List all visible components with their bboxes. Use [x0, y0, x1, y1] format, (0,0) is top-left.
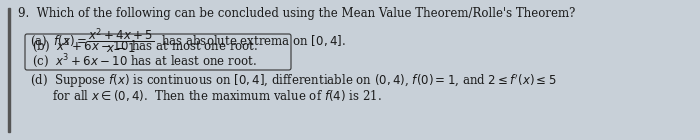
Text: 9.  Which of the following can be concluded using the Mean Value Theorem/Rolle's: 9. Which of the following can be conclud… [18, 7, 575, 20]
Text: (c)  $x^3 + 6x - 10$ has at least one root.: (c) $x^3 + 6x - 10$ has at least one roo… [32, 52, 257, 70]
Text: (b)  $x^3 + 6x - 10$ has at most one root.: (b) $x^3 + 6x - 10$ has at most one root… [32, 37, 258, 55]
Text: (d)  Suppose $f(x)$ is continuous on $[0, 4]$, differentiable on $(0, 4)$, $f(0): (d) Suppose $f(x)$ is continuous on $[0,… [30, 73, 556, 90]
Text: (a)  $f(x) = \dfrac{x^2 + 4x + 5}{x - 1}$  has absolute extrema on $[0, 4]$.: (a) $f(x) = \dfrac{x^2 + 4x + 5}{x - 1}$… [30, 27, 346, 56]
FancyBboxPatch shape [25, 34, 291, 70]
Bar [8, 8, 10, 132]
Text: for all $x \in (0, 4)$.  Then the maximum value of $f(4)$ is 21.: for all $x \in (0, 4)$. Then the maximum… [30, 88, 382, 103]
